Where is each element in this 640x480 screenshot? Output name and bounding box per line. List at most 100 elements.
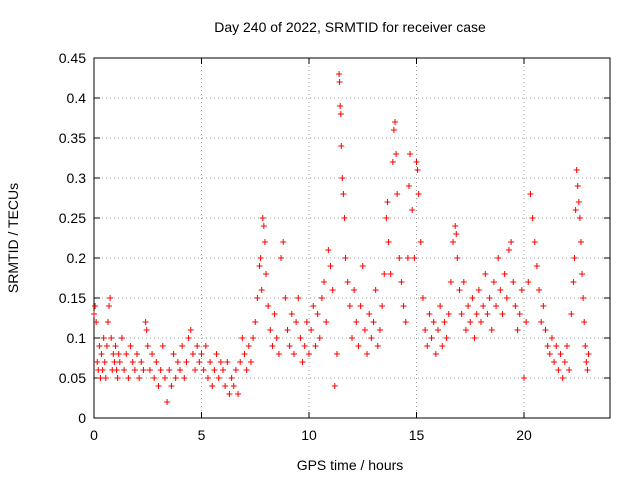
data-point [364,351,371,357]
data-point [321,279,328,285]
data-point [384,199,391,205]
data-point [570,279,577,285]
data-point [228,375,235,381]
data-point [540,303,547,309]
data-point [493,303,500,309]
data-point [194,343,201,349]
data-point [510,279,517,285]
data-point [101,359,108,365]
data-point [516,311,523,317]
data-point [308,327,315,333]
data-point [389,159,396,165]
data-point [198,351,205,357]
data-point [243,367,250,373]
data-point [97,375,104,381]
data-point [353,319,360,325]
data-point [393,151,400,157]
data-point [441,319,448,325]
data-point [342,255,349,261]
data-point [413,159,420,165]
y-tick-label: 0.2 [67,250,87,266]
data-point [379,303,386,309]
data-point [144,343,151,349]
data-point [527,191,534,197]
data-point [142,319,149,325]
data-point [303,319,310,325]
data-point [392,119,398,125]
data-point [566,367,573,373]
data-point [400,303,407,309]
data-point [561,359,568,365]
data-point [518,287,525,293]
data-point [564,343,570,349]
data-point [462,327,469,333]
data-point [263,271,269,277]
data-point [396,255,403,261]
data-point [383,215,390,221]
data-point [196,359,203,365]
data-point [213,351,220,357]
data-point [488,327,495,333]
data-point [245,343,252,349]
data-point [447,279,454,285]
data-point [387,271,394,277]
data-point [574,183,581,189]
data-point [503,295,510,301]
data-point [340,191,347,197]
data-point [435,327,441,333]
data-point [465,303,472,309]
data-point [478,319,484,325]
data-point [94,359,101,365]
data-point [359,263,366,269]
data-point [376,327,383,333]
data-point [390,127,397,133]
y-tick-label: 0.35 [59,130,86,146]
data-point [557,351,564,357]
data-point [155,383,162,389]
y-tick-label: 0.15 [59,290,86,306]
data-point [337,111,344,117]
data-point [261,239,268,245]
data-point [149,351,156,357]
data-point [187,327,194,333]
data-point [273,335,280,341]
data-point [232,367,239,373]
y-tick-label: 0 [78,410,86,426]
y-tick-label: 0.45 [59,50,86,66]
data-point [559,375,566,381]
data-point [102,375,109,381]
data-point [443,335,450,341]
data-point [92,303,99,309]
data-point [584,367,591,373]
data-point [293,319,300,325]
data-point [450,239,457,245]
data-point [323,319,330,325]
data-point [499,311,506,317]
data-point [146,367,153,373]
data-point [407,151,414,157]
data-point [131,367,138,373]
data-point [357,303,364,309]
data-point [454,255,461,261]
data-point [123,351,130,357]
data-point [153,359,160,365]
data-point [241,351,248,357]
data-point [336,71,343,77]
data-point [536,287,543,293]
data-point [361,327,368,333]
data-point [103,343,110,349]
data-point [571,255,578,261]
data-point [372,287,379,293]
data-point [582,343,589,349]
data-point [202,343,209,349]
data-point [329,287,336,293]
data-point [484,311,491,317]
data-point [99,367,106,373]
y-tick-label: 0.4 [67,90,87,106]
data-point [568,311,575,317]
data-point [327,263,334,269]
data-point [226,391,233,397]
x-tick-label: 5 [198,427,206,443]
data-point [370,319,377,325]
